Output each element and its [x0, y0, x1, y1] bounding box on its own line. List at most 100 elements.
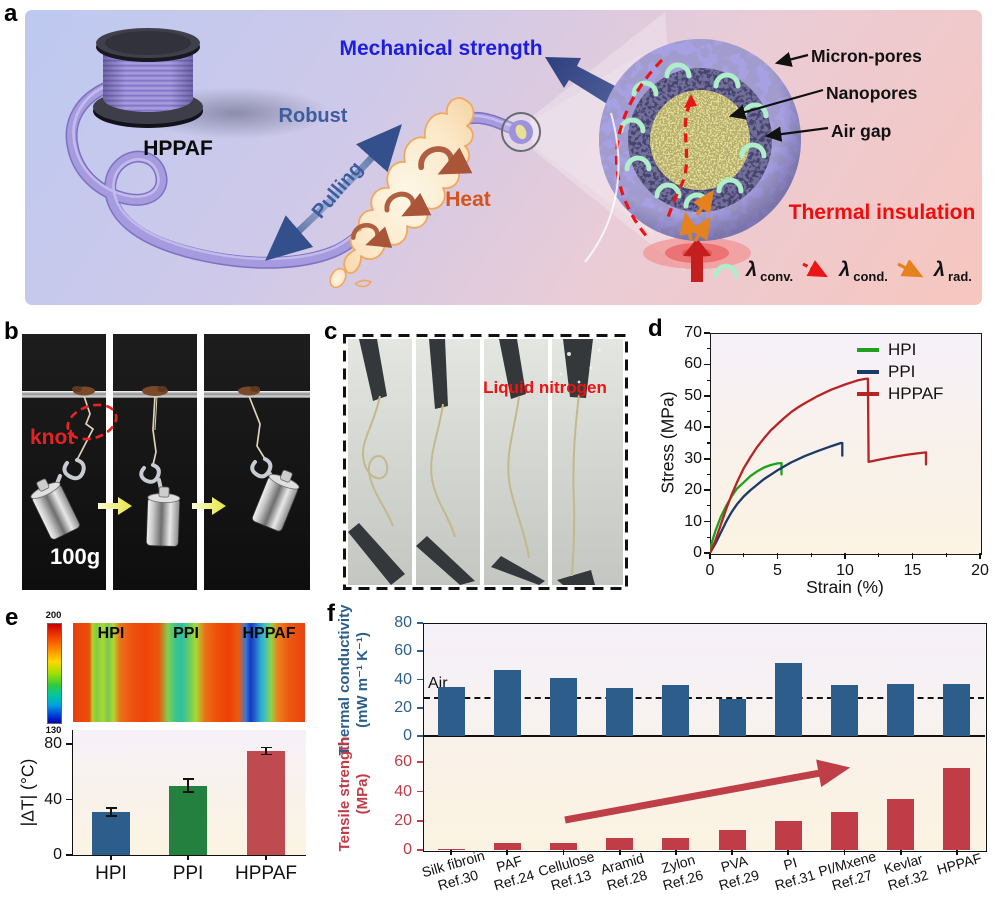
weight-2	[145, 486, 181, 547]
series-line-HPI	[710, 461, 783, 550]
tc-tick-label: 20	[394, 698, 412, 716]
tc-tick-label: 80	[394, 614, 412, 631]
y-tick	[66, 743, 72, 745]
legend-swatch	[857, 370, 879, 374]
x-tick-label: 5	[773, 562, 782, 579]
y-tick-label: 80	[44, 735, 62, 752]
spool-hppaf-label: HPPAF	[143, 137, 213, 160]
heat-source-glow	[643, 237, 751, 282]
knot-test-drawing	[22, 334, 310, 590]
ts-bar-0	[437, 848, 465, 850]
legend-item-PPI: PPI	[857, 361, 943, 383]
y-minor-tick	[706, 410, 710, 413]
ts-tick-label: 20	[394, 811, 412, 829]
error-bar	[110, 807, 112, 817]
y-tick	[704, 332, 710, 334]
mechanical-strength-label: Mechanical strength	[339, 37, 543, 60]
ts-tick	[417, 790, 423, 793]
legend-label: PPI	[888, 362, 916, 381]
panel-a-label: a	[4, 0, 18, 27]
legend-label: HPI	[888, 340, 917, 359]
ts-tick-label: 0	[403, 841, 412, 858]
y-tick	[704, 489, 710, 491]
category-label: HPPAF	[235, 863, 297, 884]
x-tick-label: 10	[836, 562, 854, 579]
heat-flame-icon	[329, 97, 475, 289]
robust-label: Robust	[278, 105, 348, 127]
y-tick	[704, 395, 710, 397]
ts-bar-8	[887, 798, 915, 850]
ts-bar-1	[493, 842, 521, 850]
y-minor-tick	[706, 473, 710, 476]
x-minor-tick	[878, 553, 880, 557]
error-cap	[260, 746, 272, 749]
tc-tick-label: 60	[394, 642, 412, 660]
heat-transfer-legend: λ conv. λ cond. λ rad.	[713, 259, 972, 284]
x-tick	[265, 855, 267, 860]
panel-a-schematic: Mechanical strength Robust Pulling Heat …	[25, 10, 982, 305]
y-tick-label: 60	[684, 355, 702, 373]
x-tick	[506, 850, 509, 855]
y-minor-tick	[706, 442, 710, 444]
tc-bar-1	[493, 669, 521, 736]
colorbar-min-label: 130	[45, 725, 62, 736]
legend-swatch	[857, 392, 879, 396]
panel-f-comparison: Air 0 20 40 60 80 Silk fibroin Ref.30 PAF Ref.24…	[330, 604, 995, 899]
x-minor-tick	[945, 553, 947, 557]
x-tick	[675, 850, 677, 855]
frost-speckles	[559, 348, 601, 384]
ts-bar-2	[550, 842, 577, 850]
error-cap	[182, 790, 194, 793]
weight-100g-label: 100g	[50, 544, 101, 569]
lambda-rad-label: λ rad.	[933, 259, 972, 284]
lambda-cond-label: λ cond.	[839, 259, 888, 284]
conduction-dashed-arrow-icon	[802, 260, 829, 278]
x-tick	[187, 855, 189, 860]
x-tick	[709, 553, 711, 559]
legend-label: HPPAF	[888, 384, 944, 403]
photo-frame-2	[113, 334, 197, 590]
tc-bar-6	[774, 662, 802, 736]
tc-bar-2	[550, 678, 577, 736]
tc-tick	[417, 678, 423, 681]
tc-bar-9	[943, 683, 971, 736]
tc-bar-3	[606, 687, 634, 736]
tc-bar-7	[831, 685, 858, 736]
ts-tick-label: 40	[394, 782, 412, 800]
error-cap	[182, 778, 194, 781]
ts-bar-7	[831, 812, 858, 850]
error-bar	[265, 747, 267, 755]
tc-tick-label: 40	[394, 670, 412, 688]
fiber-attachments	[72, 386, 260, 396]
axis-label-line: Tensile strength	[336, 736, 353, 852]
x-tick	[843, 850, 846, 855]
x-minor-tick	[810, 553, 812, 557]
y-tick	[704, 552, 710, 554]
radiation-arrow-icon	[897, 260, 924, 278]
panel-e-thermal: 200 130 HPI PPI HPPAF |ΔT| (°C) HPI PPI HP…	[18, 606, 322, 899]
knot-label: knot	[30, 426, 75, 449]
schematic-drawing	[65, 12, 829, 289]
y-tick	[66, 854, 72, 856]
y-tick-label: 0	[693, 544, 702, 561]
tensile-trend-arrow	[564, 759, 851, 824]
heat-label: Heat	[445, 188, 491, 211]
y-tick-label: 20	[684, 481, 702, 499]
tweezers	[348, 339, 595, 585]
error-bar	[187, 779, 189, 792]
x-tick	[956, 850, 958, 855]
fiber-spool	[93, 28, 203, 128]
series-line-PPI	[710, 441, 844, 553]
comparison-frame	[423, 623, 987, 852]
y-tick-label: 10	[684, 512, 702, 530]
legend-swatch	[857, 348, 879, 352]
tc-bar-5	[718, 699, 746, 736]
y-tick	[66, 798, 72, 801]
series-line-HPPAF	[710, 377, 928, 553]
ts-bar-6	[774, 820, 802, 850]
y-tick	[704, 363, 710, 366]
ir-label-ppi: PPI	[173, 625, 199, 642]
tc-tick	[417, 650, 423, 653]
x-tick	[618, 850, 621, 855]
y-minor-tick	[706, 505, 710, 507]
